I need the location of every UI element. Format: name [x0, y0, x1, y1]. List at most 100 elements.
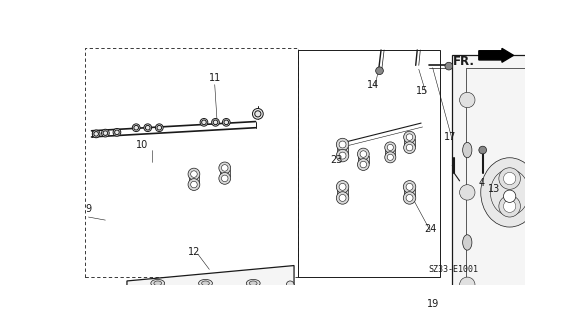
Polygon shape — [358, 156, 369, 163]
Text: FR.: FR. — [452, 55, 474, 68]
Circle shape — [188, 168, 200, 180]
Circle shape — [191, 171, 197, 177]
Circle shape — [439, 298, 448, 306]
Circle shape — [576, 168, 585, 189]
Ellipse shape — [558, 158, 585, 227]
Circle shape — [219, 172, 230, 184]
Polygon shape — [386, 149, 395, 156]
Circle shape — [192, 312, 215, 320]
Ellipse shape — [246, 279, 260, 287]
Circle shape — [286, 313, 294, 320]
Circle shape — [460, 185, 475, 200]
Circle shape — [360, 151, 367, 157]
Text: 11: 11 — [209, 73, 221, 84]
Ellipse shape — [249, 281, 257, 285]
Text: SZ33-E1001: SZ33-E1001 — [429, 265, 479, 274]
Circle shape — [191, 181, 197, 188]
Circle shape — [385, 142, 396, 153]
Circle shape — [499, 196, 521, 217]
Circle shape — [339, 195, 346, 201]
Text: 10: 10 — [136, 140, 149, 150]
Circle shape — [404, 142, 415, 154]
Circle shape — [360, 161, 367, 168]
Circle shape — [387, 154, 393, 160]
Circle shape — [339, 152, 346, 159]
Circle shape — [504, 200, 516, 212]
Ellipse shape — [481, 158, 539, 227]
Text: 19: 19 — [426, 299, 439, 309]
Circle shape — [406, 183, 413, 190]
Circle shape — [385, 152, 396, 163]
Circle shape — [132, 124, 140, 132]
Text: 15: 15 — [417, 86, 429, 96]
Text: 17: 17 — [444, 132, 456, 142]
Polygon shape — [337, 147, 348, 154]
Ellipse shape — [151, 279, 165, 287]
Circle shape — [404, 131, 415, 143]
Circle shape — [580, 190, 585, 203]
Circle shape — [139, 306, 173, 320]
Circle shape — [376, 67, 383, 75]
Circle shape — [580, 172, 585, 185]
Circle shape — [102, 129, 109, 137]
Circle shape — [186, 306, 220, 320]
Circle shape — [219, 162, 230, 174]
Ellipse shape — [463, 142, 472, 158]
FancyArrow shape — [479, 48, 514, 62]
Ellipse shape — [198, 279, 212, 287]
Text: 23: 23 — [330, 155, 343, 165]
Polygon shape — [404, 189, 415, 196]
Text: 24: 24 — [424, 224, 436, 234]
Circle shape — [387, 144, 393, 150]
Circle shape — [499, 168, 521, 189]
Polygon shape — [404, 139, 415, 146]
Circle shape — [200, 118, 208, 126]
Circle shape — [357, 148, 369, 160]
Text: 12: 12 — [188, 247, 200, 258]
Circle shape — [245, 317, 257, 320]
Circle shape — [253, 108, 263, 119]
Circle shape — [580, 200, 585, 212]
Circle shape — [336, 180, 349, 193]
Circle shape — [113, 129, 121, 136]
Circle shape — [479, 146, 487, 154]
Circle shape — [460, 92, 475, 108]
Circle shape — [286, 281, 294, 289]
Text: 4: 4 — [478, 178, 484, 188]
Circle shape — [403, 192, 416, 204]
Ellipse shape — [463, 235, 472, 250]
Circle shape — [504, 172, 516, 185]
Circle shape — [406, 144, 413, 151]
Circle shape — [336, 192, 349, 204]
Circle shape — [222, 165, 228, 171]
Circle shape — [336, 149, 349, 162]
Circle shape — [222, 118, 230, 126]
Circle shape — [261, 304, 270, 312]
Circle shape — [445, 62, 453, 70]
Circle shape — [149, 317, 161, 320]
Circle shape — [239, 312, 263, 320]
Circle shape — [212, 118, 219, 126]
Circle shape — [144, 124, 152, 132]
Ellipse shape — [202, 281, 209, 285]
Polygon shape — [219, 170, 230, 176]
Circle shape — [339, 141, 346, 148]
Text: 13: 13 — [488, 184, 500, 194]
Circle shape — [259, 302, 271, 314]
Polygon shape — [189, 176, 199, 183]
Text: 14: 14 — [367, 80, 380, 90]
Circle shape — [357, 159, 369, 171]
Circle shape — [92, 130, 100, 138]
Circle shape — [188, 179, 200, 190]
Text: 9: 9 — [85, 204, 91, 214]
Circle shape — [222, 175, 228, 182]
Circle shape — [339, 183, 346, 190]
Circle shape — [576, 196, 585, 217]
Circle shape — [406, 195, 413, 201]
Circle shape — [403, 180, 416, 193]
Circle shape — [144, 312, 167, 320]
Circle shape — [336, 138, 349, 151]
Bar — [466, 68, 585, 320]
Circle shape — [406, 134, 413, 140]
Ellipse shape — [154, 281, 161, 285]
